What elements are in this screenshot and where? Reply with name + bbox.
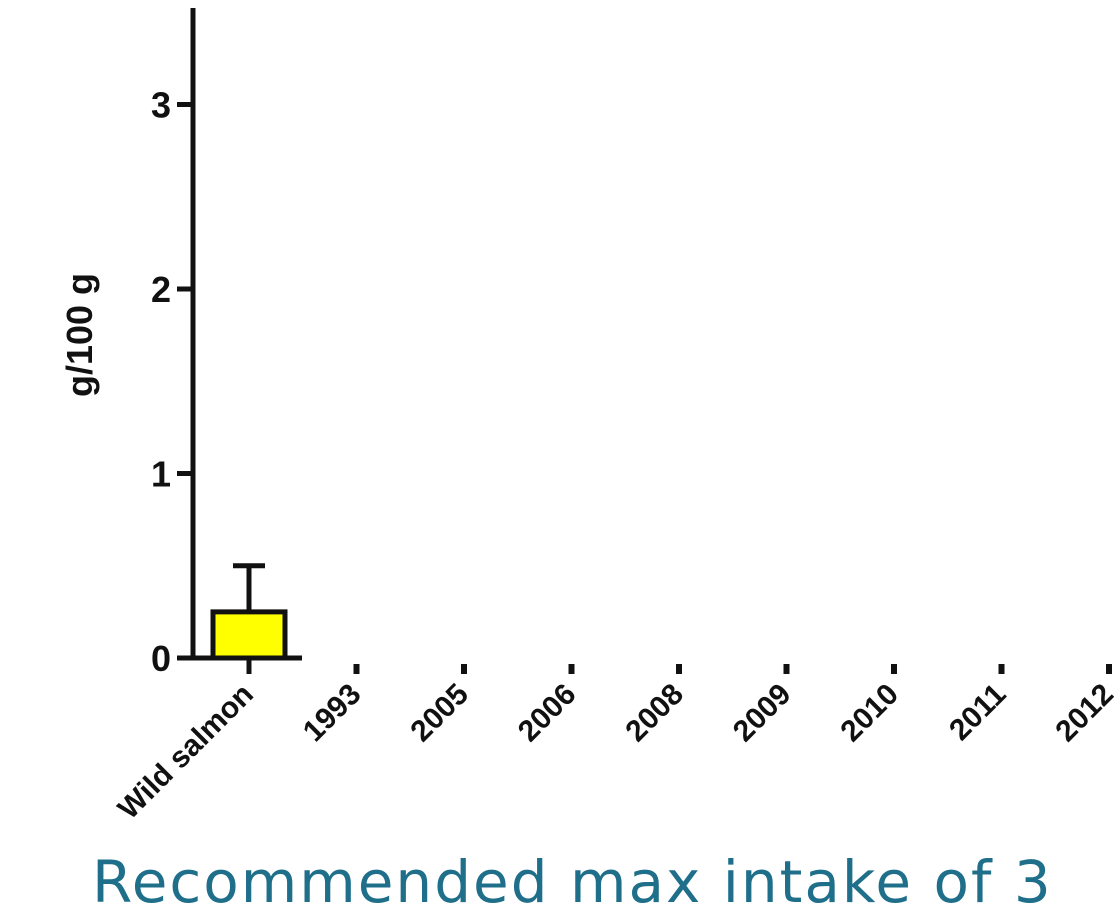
x-tick-label: 2011	[943, 678, 1012, 747]
x-tick-label: Wild salmon	[112, 678, 260, 826]
bar	[210, 609, 288, 661]
y-tick-label: 3	[151, 85, 171, 126]
x-tick-label: 2008	[619, 678, 690, 749]
x-tick-label: 2009	[727, 678, 798, 749]
x-tick-label: 2005	[404, 678, 475, 749]
x-tick-label: 2006	[512, 678, 583, 749]
x-tick-label: 1993	[297, 678, 368, 749]
y-axis: 0 1 2 3	[151, 8, 196, 679]
y-tick-label: 2	[151, 269, 171, 310]
x-axis: Wild salmon 1993 2005 2006 2008 2009 2010 2011 2…	[112, 655, 1114, 826]
y-tick-label: 0	[151, 638, 171, 679]
y-tick-label: 1	[151, 454, 171, 495]
y-axis-title: g/100 g	[59, 273, 100, 397]
x-tick-label: 2012	[1049, 678, 1114, 749]
recommended-intake-caption: Recommended max intake of 3	[92, 848, 1053, 916]
bars	[210, 563, 288, 661]
x-tick-label: 2010	[834, 678, 905, 749]
